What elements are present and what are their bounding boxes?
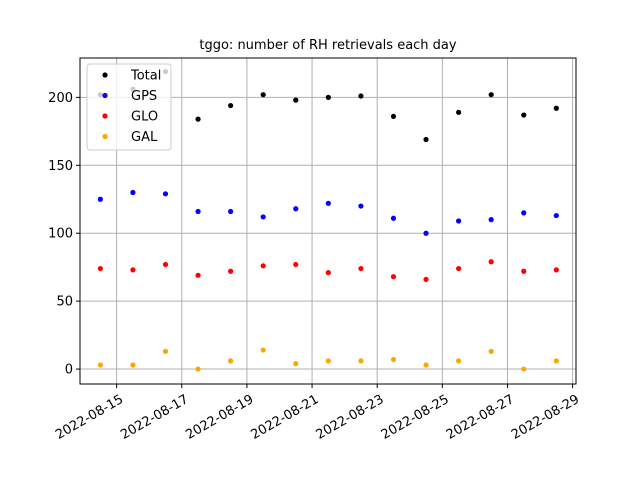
point-glo <box>293 261 299 268</box>
point-gal <box>260 347 266 353</box>
point-total <box>358 93 364 99</box>
point-total <box>488 92 494 98</box>
point-glo <box>521 268 527 274</box>
point-total <box>260 92 266 98</box>
point-gps <box>162 191 169 197</box>
point-gal <box>228 358 234 364</box>
point-gps <box>228 208 234 215</box>
point-gal <box>325 358 331 364</box>
point-glo <box>390 274 397 280</box>
legend-marker-gal <box>102 133 108 140</box>
x-tick-label: 2022-08-15 <box>53 392 126 443</box>
y-tick-label: 200 <box>48 91 73 106</box>
point-gps <box>293 206 299 212</box>
point-gps <box>390 215 397 221</box>
point-gal <box>130 362 136 368</box>
point-gps <box>358 203 364 209</box>
chart-title: tggo: number of RH retrievals each day <box>199 38 457 53</box>
point-glo <box>228 268 234 274</box>
point-gal <box>423 362 429 368</box>
x-tick-label: 2022-08-27 <box>444 392 517 443</box>
legend: Total GPS GLO GAL <box>86 63 172 151</box>
point-glo <box>162 261 169 268</box>
point-gps <box>521 210 527 216</box>
point-gps <box>97 196 103 202</box>
x-tick-label: 2022-08-29 <box>509 392 582 443</box>
point-gal <box>162 348 169 354</box>
point-gps <box>325 200 331 206</box>
legend-label-gal: GAL <box>131 130 158 145</box>
point-glo <box>260 263 266 269</box>
legend-label-glo: GLO <box>131 110 158 125</box>
point-gps <box>130 189 136 196</box>
point-gal <box>358 358 364 364</box>
point-glo <box>97 265 103 272</box>
point-total <box>423 136 429 143</box>
point-gps <box>423 230 429 236</box>
legend-label-gps: GPS <box>131 89 157 104</box>
legend-marker-glo <box>102 113 108 119</box>
point-gal <box>488 348 494 354</box>
point-gal <box>553 358 559 364</box>
point-total <box>390 113 397 120</box>
point-glo <box>488 259 494 265</box>
y-tick-label: 150 <box>48 159 73 174</box>
y-tick-label: 100 <box>48 227 73 242</box>
point-gps <box>456 218 462 224</box>
x-tick-label: 2022-08-21 <box>249 392 322 443</box>
point-total <box>228 102 234 109</box>
plot-frame <box>79 57 577 385</box>
point-glo <box>456 265 462 272</box>
point-gps <box>553 212 559 219</box>
y-tick-label: 0 <box>65 363 73 378</box>
point-glo <box>195 272 201 278</box>
point-gal <box>97 362 103 368</box>
point-glo <box>358 265 364 272</box>
point-total <box>553 105 559 111</box>
legend-box <box>86 63 172 151</box>
point-gal <box>456 358 462 364</box>
x-tick-label: 2022-08-23 <box>314 392 387 443</box>
legend-marker-gps <box>102 92 108 99</box>
point-total <box>456 109 462 115</box>
point-gal <box>195 366 201 372</box>
point-gal <box>293 361 299 367</box>
point-glo <box>423 276 429 283</box>
point-gps <box>195 208 201 215</box>
point-glo <box>130 267 136 273</box>
legend-label-total: Total <box>130 69 161 84</box>
x-tick-label: 2022-08-25 <box>379 392 452 443</box>
x-tick-label: 2022-08-17 <box>118 392 191 443</box>
point-gal <box>390 356 397 363</box>
point-gps <box>488 217 494 223</box>
x-tick-label: 2022-08-19 <box>183 392 256 443</box>
point-total <box>521 112 527 118</box>
legend-marker-total <box>102 72 108 78</box>
y-tick-label: 50 <box>56 295 73 310</box>
point-total <box>325 94 331 100</box>
point-total <box>293 97 299 103</box>
point-gps <box>260 214 266 220</box>
point-glo <box>325 270 331 276</box>
point-gal <box>521 366 527 372</box>
point-glo <box>553 267 559 273</box>
point-total <box>195 116 201 122</box>
